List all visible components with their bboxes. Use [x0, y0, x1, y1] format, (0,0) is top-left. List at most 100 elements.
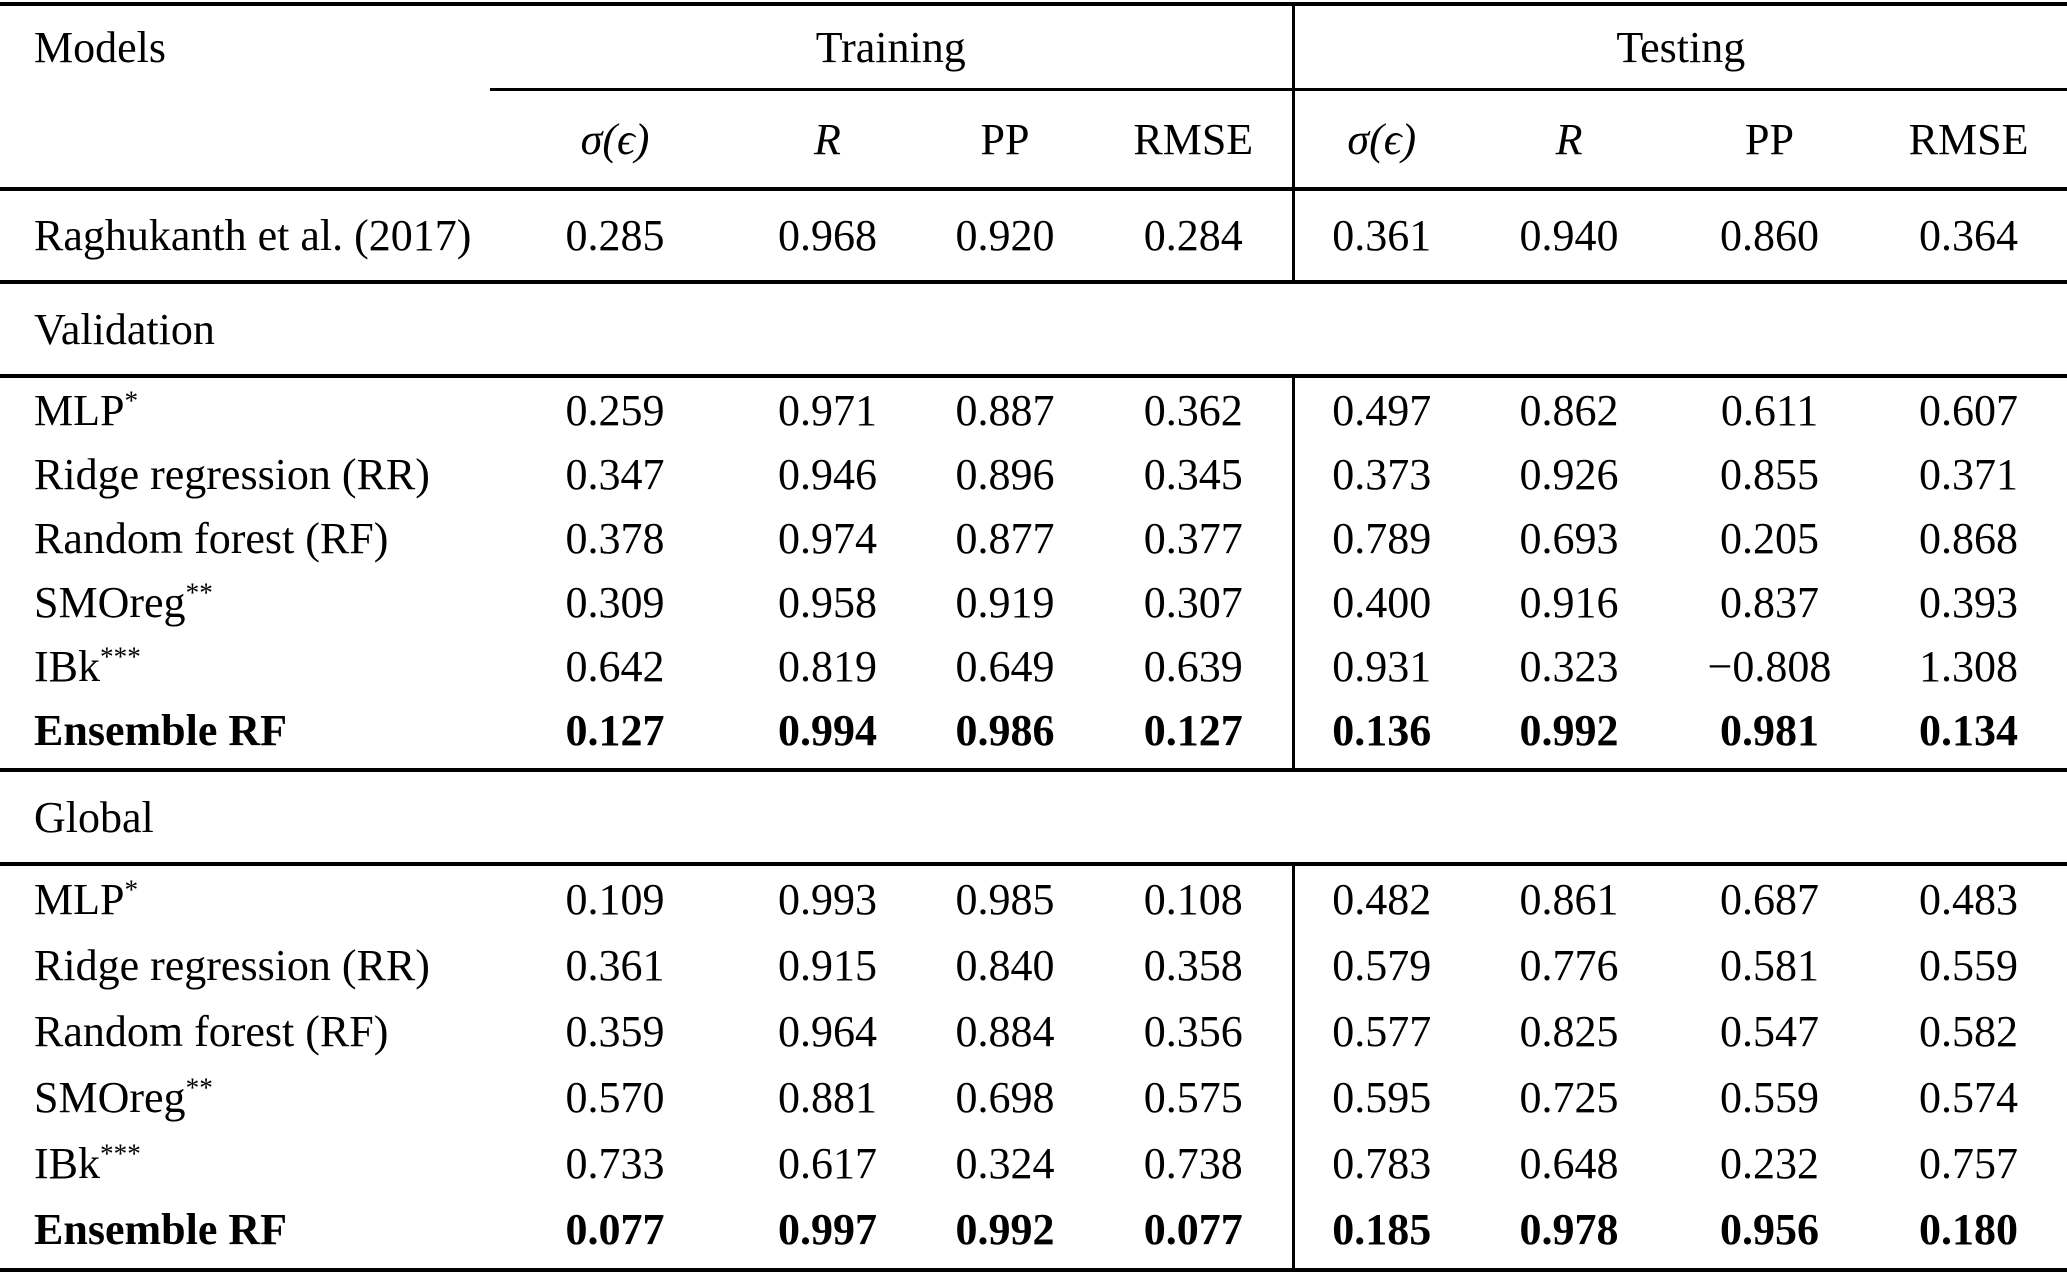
model-name-cell: Random forest (RF) — [0, 506, 490, 570]
table-row-smoreg-global: SMOreg** 0.570 0.881 0.698 0.575 0.595 0… — [0, 1064, 2067, 1130]
metric-value-cell: 0.577 — [1291, 998, 1470, 1064]
metric-value-cell: 0.581 — [1720, 940, 1820, 990]
metric-value-cell: 0.919 — [955, 577, 1055, 627]
metric-value-cell: 0.077 — [1095, 1196, 1294, 1272]
metric-value-cell: 0.180 — [1870, 1196, 2067, 1272]
table-row-mlp-global: MLP* 0.109 0.993 0.985 0.108 0.482 0.861… — [0, 864, 2067, 932]
model-label: MLP — [34, 874, 125, 924]
model-label: Random forest (RF) — [34, 1006, 389, 1056]
metric-value-cell: 0.582 — [1919, 1006, 2019, 1056]
metric-value-cell: 0.377 — [1143, 513, 1243, 563]
col-header-sigma-testing: σ(ϵ) — [1291, 89, 1470, 191]
table-row-ibk-global: IBk*** 0.733 0.617 0.324 0.738 0.783 0.6… — [0, 1130, 2067, 1196]
metric-value-cell: 0.994 — [740, 698, 915, 772]
metric-value-cell: 0.825 — [1519, 1006, 1619, 1056]
metric-value-cell: 0.359 — [565, 1006, 665, 1056]
metric-value-cell: 0.837 — [1720, 577, 1820, 627]
metric-value-cell: 0.595 — [1291, 1064, 1470, 1130]
model-name-cell: SMOreg** — [0, 1064, 490, 1130]
model-label: SMOreg — [34, 1072, 186, 1122]
metric-value-cell: 0.307 — [1143, 577, 1243, 627]
col-header-pp-testing: PP — [1669, 89, 1871, 191]
metric-value-cell: 0.361 — [1291, 189, 1470, 284]
metric-value-cell: −0.808 — [1707, 641, 1832, 691]
metric-value-cell: 0.896 — [955, 449, 1055, 499]
model-footnote-marker: * — [124, 384, 139, 415]
metric-value-cell: 0.547 — [1720, 1006, 1820, 1056]
metric-value-cell: 0.725 — [1519, 1072, 1619, 1122]
metric-value-cell: 0.134 — [1870, 698, 2067, 772]
metric-value-cell: 0.345 — [1143, 449, 1243, 499]
metric-value-cell: 0.649 — [955, 641, 1055, 691]
metric-value-cell: 0.978 — [1469, 1196, 1670, 1272]
metric-value-cell: 0.931 — [1291, 634, 1470, 698]
metric-value-cell: 0.840 — [955, 940, 1055, 990]
metric-value-cell: 0.400 — [1291, 570, 1470, 634]
metric-value-cell: 0.579 — [1291, 932, 1470, 998]
model-label: Random forest (RF) — [34, 513, 389, 563]
model-name-cell: Ensemble RF — [0, 1196, 490, 1272]
model-name-cell: Raghukanth et al. (2017) — [0, 189, 490, 284]
col-header-rmse-training: RMSE — [1095, 89, 1294, 191]
metric-value-cell: 0.862 — [1519, 385, 1619, 435]
metric-value-cell: 0.575 — [1143, 1072, 1243, 1122]
section-header-validation: Validation — [0, 282, 2067, 378]
model-label: SMOreg — [34, 577, 186, 627]
metric-value-cell: 0.881 — [778, 1072, 877, 1122]
metric-value-cell: 0.992 — [915, 1196, 1095, 1272]
col-header-sigma-training: σ(ϵ) — [490, 89, 740, 191]
metric-value-cell: 0.868 — [1919, 513, 2019, 563]
metric-value-cell: 0.393 — [1919, 577, 2019, 627]
metric-value-cell: 0.127 — [1095, 698, 1294, 772]
model-name-cell: MLP* — [0, 376, 490, 442]
metric-value-cell: 0.559 — [1720, 1072, 1820, 1122]
metric-value-cell: 0.570 — [565, 1072, 665, 1122]
section-header-global: Global — [0, 770, 2067, 866]
metric-value-cell: 0.371 — [1919, 449, 2019, 499]
col-header-r-testing: R — [1469, 89, 1670, 191]
metric-value-cell: 0.940 — [1469, 189, 1670, 284]
metric-value-cell: 0.362 — [1143, 385, 1243, 435]
metric-value-cell: 0.559 — [1919, 940, 2019, 990]
metric-value-cell: 0.648 — [1519, 1138, 1619, 1188]
metric-value-cell: 0.373 — [1291, 442, 1470, 506]
table-row-rf-validation: Random forest (RF) 0.378 0.974 0.877 0.3… — [0, 506, 2067, 570]
col-header-rmse-testing: RMSE — [1870, 89, 2067, 191]
metric-value-cell: 0.946 — [778, 449, 877, 499]
metric-value-cell: 0.259 — [565, 385, 665, 435]
metric-value-cell: 0.309 — [565, 577, 665, 627]
metric-value-cell: 0.482 — [1291, 864, 1470, 932]
metric-value-cell: 0.776 — [1519, 940, 1619, 990]
metric-value-cell: 0.861 — [1519, 874, 1619, 924]
table-row-raghukanth: Raghukanth et al. (2017) 0.285 0.968 0.9… — [0, 189, 2067, 284]
table-row-mlp-validation: MLP* 0.259 0.971 0.887 0.362 0.497 0.862… — [0, 376, 2067, 442]
metric-value-cell: 0.127 — [490, 698, 740, 772]
metric-value-cell: 0.077 — [490, 1196, 740, 1272]
model-label: IBk — [34, 1138, 100, 1188]
metric-value-cell: 0.877 — [955, 513, 1055, 563]
metric-value-cell: 0.783 — [1291, 1130, 1470, 1196]
metric-value-cell: 0.361 — [565, 940, 665, 990]
metric-value-cell: 0.993 — [778, 874, 877, 924]
metric-value-cell: 0.108 — [1143, 874, 1243, 924]
metric-value-cell: 0.617 — [778, 1138, 877, 1188]
metric-value-cell: 0.916 — [1519, 577, 1619, 627]
metric-value-cell: 0.497 — [1291, 376, 1470, 442]
metric-value-cell: 0.642 — [565, 641, 665, 691]
col-header-r-training: R — [740, 89, 915, 191]
model-name-cell: IBk*** — [0, 634, 490, 698]
metric-value-cell: 0.974 — [778, 513, 877, 563]
model-name-cell: SMOreg** — [0, 570, 490, 634]
header-group-row: Models Training Testing — [0, 4, 2067, 191]
training-group-header: Training — [490, 4, 1294, 91]
metric-value-cell: 0.347 — [565, 449, 665, 499]
metric-value-cell: 0.136 — [1291, 698, 1470, 772]
model-name-cell: Ridge regression (RR) — [0, 442, 490, 506]
table-row-rf-global: Random forest (RF) 0.359 0.964 0.884 0.3… — [0, 998, 2067, 1064]
model-label: Ensemble RF — [34, 1204, 287, 1254]
metric-value-cell: 1.308 — [1919, 641, 2019, 691]
metric-value-cell: 0.611 — [1720, 385, 1819, 435]
metric-value-cell: 0.364 — [1870, 189, 2067, 284]
metric-value-cell: 0.574 — [1919, 1072, 2019, 1122]
